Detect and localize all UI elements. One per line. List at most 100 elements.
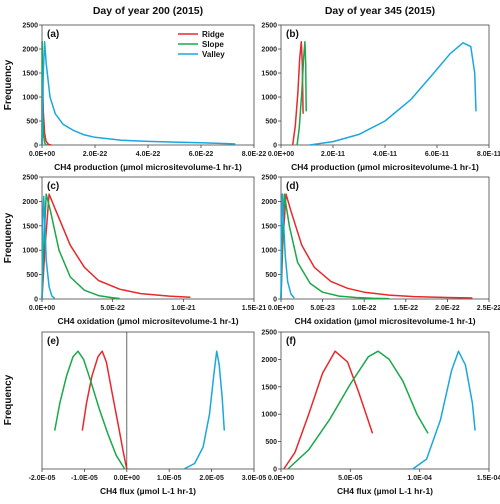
- chart-panel: 0 500 1000 1500 2000 2500 0.0E+00 5.0E-22 1.0E-2…: [22, 175, 266, 327]
- plot-frame: [280, 24, 490, 146]
- x-tick-label: 0.0E+00: [29, 151, 55, 158]
- column-title-left: Day of year 200 (2015): [93, 5, 203, 17]
- chart-panel: 0 500 1000 1500 2000 2500 0.0E+00 5.0E-23 1.0E-2…: [261, 175, 500, 327]
- y-axis-label: Frequency: [3, 374, 14, 425]
- series-line-slope: [287, 350, 429, 470]
- x-tick-label: 6.0E-22: [189, 151, 214, 158]
- x-axis-label: CH4 flux (µmol L-1 hr-1): [337, 486, 433, 496]
- x-tick-label: 2.0E-22: [435, 305, 460, 312]
- x-tick-label: 5.0E-22: [100, 305, 125, 312]
- x-tick-label: 1.5E-22: [394, 305, 419, 312]
- x-tick-label: 2.0E-11: [321, 151, 345, 158]
- x-tick-label: 1.0E-22: [352, 305, 377, 312]
- y-axis-label: Frequency: [3, 212, 14, 263]
- y-tick-label: 1000: [22, 248, 38, 255]
- x-axis-label: CH4 oxidation (µmol micrositevolume-1 hr…: [57, 316, 238, 326]
- x-tick-label: -2.0E-05: [29, 475, 56, 482]
- y-tick-label: 2500: [22, 23, 38, 30]
- x-axis-label: CH4 flux (µmol L-1 hr-1): [100, 486, 196, 496]
- y-tick-label: 2000: [22, 199, 38, 206]
- y-tick-label: 500: [26, 119, 38, 126]
- panel-label: (f): [286, 336, 296, 347]
- series-line-ridge: [81, 350, 128, 470]
- y-tick-label: 500: [26, 272, 38, 279]
- y-tick-label: 1000: [261, 412, 277, 419]
- y-tick-label: 2000: [261, 199, 277, 206]
- x-tick-label: -1.0E-05: [71, 475, 98, 482]
- chart-panel: 0 500 1000 1500 2000 2500 0.0E+00 2.0E-22 4.0E-2…: [22, 23, 266, 173]
- x-tick-label: 1.0E-04: [407, 475, 432, 482]
- series-line-ridge: [41, 193, 191, 300]
- x-tick-label: 2.0E-22: [83, 151, 108, 158]
- y-tick-label: 1500: [261, 384, 277, 391]
- x-tick-label: 1.0E-21: [171, 305, 196, 312]
- x-tick-label: 1.0E-05: [157, 475, 182, 482]
- series-line-ridge: [283, 350, 374, 470]
- x-axis-label: CH4 oxidation (µmol micrositevolume-1 hr…: [294, 316, 475, 326]
- series-line-valley: [309, 42, 477, 146]
- chart-panel: 0 500 1000 1500 2000 2500 0.0E+00 2.0E-11 4.0E-1…: [261, 23, 500, 173]
- y-tick-label: 0: [273, 297, 277, 304]
- panel-label: (b): [286, 29, 299, 40]
- x-tick-label: 0.0E+00: [114, 475, 140, 482]
- column-title-right: Day of year 345 (2015): [325, 5, 435, 17]
- y-tick-label: 2000: [22, 47, 38, 54]
- x-tick-label: 1.5E-04: [477, 475, 500, 482]
- panel-label: (c): [47, 181, 59, 192]
- series-line-ridge: [280, 193, 473, 300]
- y-tick-label: 0: [273, 467, 277, 474]
- series-line-slope: [41, 193, 120, 300]
- x-tick-label: 6.0E-11: [425, 151, 449, 158]
- y-tick-label: 2500: [22, 175, 38, 182]
- y-tick-label: 1000: [22, 95, 38, 102]
- y-tick-label: 1500: [22, 71, 38, 78]
- series-line-slope: [53, 350, 126, 470]
- y-tick-label: 2000: [261, 357, 277, 364]
- y-tick-label: 2000: [261, 47, 277, 54]
- x-tick-label: 4.0E-11: [373, 151, 397, 158]
- x-tick-label: 0.0E+00: [29, 305, 55, 312]
- series-line-valley: [183, 350, 226, 470]
- x-tick-label: 4.0E-22: [136, 151, 161, 158]
- x-tick-label: 5.0E-05: [338, 475, 363, 482]
- chart-panel: 0 500 1000 1500 2000 2500 0.0E+00 5.0E-05 1.0E-0…: [261, 330, 500, 497]
- series-line-ridge: [291, 41, 304, 146]
- x-axis-label: CH4 production (µmol micrositevolume-1 h…: [54, 162, 242, 172]
- x-tick-label: 8.0E-11: [477, 151, 500, 158]
- x-tick-label: 2.0E-05: [199, 475, 224, 482]
- series-line-valley: [412, 350, 476, 470]
- x-tick-label: 0.0E+00: [268, 305, 294, 312]
- series-line-valley: [41, 41, 236, 146]
- x-tick-label: 8.0E-22: [242, 151, 267, 158]
- y-tick-label: 2500: [261, 23, 277, 30]
- y-tick-label: 0: [34, 297, 38, 304]
- plot-frame: [280, 331, 490, 470]
- series-line-valley: [280, 193, 295, 300]
- legend-label-ridge: Ridge: [202, 30, 225, 39]
- x-tick-label: 2.5E-22: [477, 305, 500, 312]
- x-axis-label: CH4 production (µmol micrositevolume-1 h…: [291, 162, 479, 172]
- y-tick-label: 1500: [22, 223, 38, 230]
- panel-label: (d): [286, 181, 299, 192]
- y-tick-label: 2500: [261, 175, 277, 182]
- legend-label-valley: Valley: [202, 50, 225, 59]
- x-tick-label: 1.5E-21: [242, 305, 267, 312]
- panel-label: (e): [47, 336, 59, 347]
- panels: 0 500 1000 1500 2000 2500 0.0E+00 2.0E-22 4.0E-2…: [3, 23, 500, 497]
- x-tick-label: 0.0E+00: [268, 151, 294, 158]
- plot-frame: [280, 176, 490, 300]
- y-tick-label: 2500: [261, 330, 277, 337]
- plot-frame: [41, 331, 255, 470]
- y-tick-label: 0: [273, 143, 277, 150]
- y-tick-label: 1000: [261, 248, 277, 255]
- y-tick-label: 500: [265, 439, 277, 446]
- x-tick-label: 5.0E-23: [310, 305, 335, 312]
- y-tick-label: 0: [34, 143, 38, 150]
- series-line-slope: [296, 41, 307, 146]
- y-tick-label: 1000: [261, 95, 277, 102]
- y-tick-label: 500: [265, 272, 277, 279]
- x-tick-label: 0.0E+00: [268, 475, 294, 482]
- panel-label: (a): [47, 29, 59, 40]
